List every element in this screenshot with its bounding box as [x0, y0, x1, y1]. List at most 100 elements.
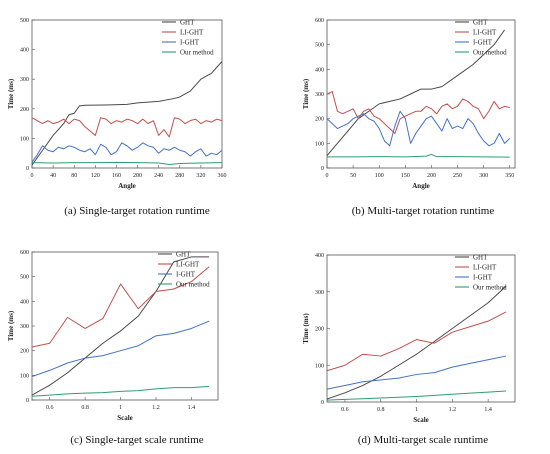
x-tick-label: 240 [154, 173, 163, 179]
legend-label-our-method: Our method [473, 284, 507, 292]
y-tick-label: 0 [26, 166, 29, 172]
series-line-li-ght [32, 117, 222, 138]
series-group [32, 61, 222, 166]
y-tick-label: 200 [20, 107, 29, 113]
panel-caption: (c) Single-target scale runtime [70, 434, 203, 446]
y-tick-label: 600 [315, 18, 324, 24]
panel-caption: (a) Single-target rotation runtime [64, 205, 210, 217]
x-tick-label: 1.4 [188, 405, 196, 411]
x-tick-label: 320 [196, 173, 205, 179]
plot-frame [31, 19, 223, 169]
x-tick-label: 0.6 [46, 405, 54, 411]
y-tick-label: 200 [315, 327, 324, 333]
y-tick-label: 100 [315, 363, 324, 369]
x-axis-title: Scale [117, 414, 133, 422]
series-line-i-ght [32, 320, 210, 378]
x-tick-label: 0 [326, 173, 329, 179]
y-tick-label: 300 [20, 77, 29, 83]
series-line-li-ght [327, 91, 510, 134]
legend-label-li-ght: LI-GHT [176, 261, 200, 269]
y-tick-label: 400 [20, 48, 29, 54]
legend-label-i-ght: I-GHT [473, 39, 493, 47]
series-line-i-ght [32, 142, 222, 163]
series-line-our-method [32, 161, 222, 165]
series-line-ght [327, 285, 507, 400]
y-tick-label: 300 [315, 290, 324, 296]
chart-panel-1: 0 100 200 300 400 500 0 40 80 120 160 200 240 280 320 3… [7, 18, 227, 217]
x-tick-label: 1.4 [484, 407, 492, 413]
y-tick-label: 400 [315, 253, 324, 259]
legend-label-our-method: Our method [473, 49, 507, 57]
panel-caption: (b) Multi-target rotation runtime [352, 205, 495, 217]
chart-panel-3: 0 100 200 300 400 500 600 0.6 0.8 1 1.2 1.4 Scale Tim… [7, 250, 219, 446]
series-line-i-ght [327, 355, 507, 390]
y-tick-label: 100 [20, 136, 29, 142]
x-tick-label: 250 [453, 173, 462, 179]
series-group [327, 29, 511, 158]
legend: GHT LI-GHT I-GHT Our method [162, 19, 214, 57]
x-tick-label: 100 [375, 173, 384, 179]
y-tick-label: 500 [315, 43, 324, 49]
y-axis-title: Time (ms) [7, 78, 15, 109]
series-line-ght [32, 61, 222, 166]
x-tick-label: 350 [505, 173, 514, 179]
x-tick-label: 200 [427, 173, 436, 179]
series-line-ght [327, 29, 505, 156]
x-tick-label: 300 [479, 173, 488, 179]
legend-label-i-ght: I-GHT [176, 271, 196, 279]
legend: GHT LI-GHT I-GHT Our method [455, 19, 507, 57]
y-tick-label: 400 [20, 299, 29, 305]
panel-caption: (d) Multi-target scale runtime [358, 434, 488, 446]
x-tick-label: 0.8 [377, 407, 385, 413]
x-tick-label: 1 [415, 407, 418, 413]
x-tick-label: 0.6 [341, 407, 349, 413]
legend-label-li-ght: LI-GHT [180, 29, 204, 37]
series-line-li-ght [32, 266, 210, 348]
legend-label-our-method: Our method [180, 49, 214, 57]
x-tick-label: 1 [119, 405, 122, 411]
x-axis-title: Scale [413, 416, 429, 424]
chart-panel-4: 0 100 200 300 400 0.6 0.8 1 1.2 1.4 Scale Time (ms)… [302, 253, 516, 446]
series-line-our-method [327, 153, 510, 158]
series-line-our-method [32, 385, 210, 397]
y-axis-title: Time (ms) [302, 313, 310, 344]
y-tick-label: 600 [20, 250, 29, 256]
legend: GHT LI-GHT I-GHT Our method [455, 254, 507, 292]
y-tick-label: 200 [315, 117, 324, 123]
y-tick-label: 500 [20, 18, 29, 24]
y-tick-label: 400 [315, 67, 324, 73]
x-tick-label: 0 [31, 173, 34, 179]
y-tick-label: 200 [20, 349, 29, 355]
x-tick-label: 120 [91, 173, 100, 179]
x-axis-title: Angle [412, 182, 430, 190]
x-tick-label: 360 [218, 173, 227, 179]
y-tick-label: 100 [315, 141, 324, 147]
series-group [327, 285, 507, 401]
legend-label-ght: GHT [473, 19, 488, 27]
legend-label-li-ght: LI-GHT [473, 264, 497, 272]
x-tick-label: 0.8 [81, 405, 89, 411]
series-line-i-ght [327, 110, 511, 147]
x-tick-label: 40 [50, 173, 56, 179]
chart-panel-2: 0 100 200 300 400 500 600 0 50 100 150 200 250 300 350… [302, 18, 516, 217]
legend-label-our-method: Our method [176, 281, 210, 289]
y-tick-label: 100 [20, 373, 29, 379]
x-axis-title: Angle [118, 182, 136, 190]
series-group [32, 256, 210, 397]
y-axis-title: Time (ms) [302, 78, 310, 109]
x-tick-label: 1.2 [449, 407, 457, 413]
x-tick-label: 1.2 [152, 405, 160, 411]
legend-label-li-ght: LI-GHT [473, 29, 497, 37]
series-line-ght [32, 256, 210, 396]
legend-label-i-ght: I-GHT [180, 39, 200, 47]
series-line-our-method [327, 390, 507, 401]
y-tick-label: 0 [321, 400, 324, 406]
legend-label-ght: GHT [176, 251, 191, 259]
y-tick-label: 500 [20, 275, 29, 281]
legend-label-ght: GHT [473, 254, 488, 262]
legend: GHT LI-GHT I-GHT Our method [158, 251, 210, 289]
x-tick-label: 80 [71, 173, 77, 179]
x-tick-label: 150 [401, 173, 410, 179]
y-tick-label: 300 [20, 324, 29, 330]
